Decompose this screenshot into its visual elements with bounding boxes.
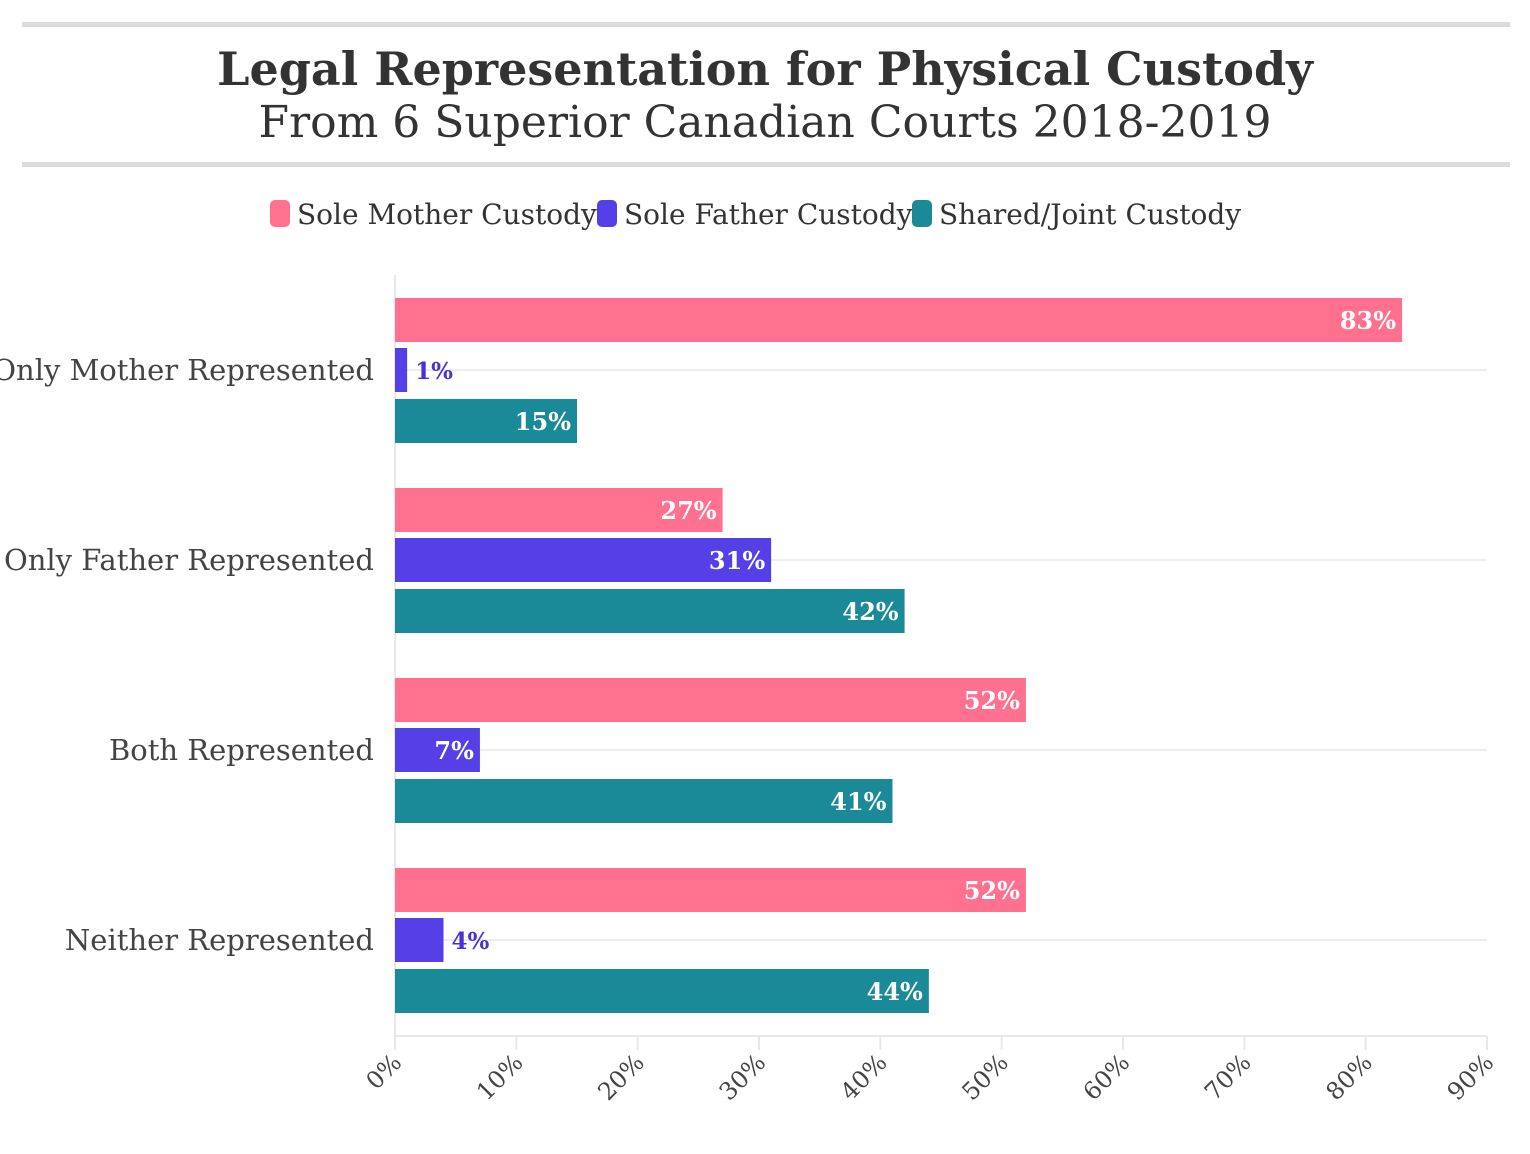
bar — [395, 348, 408, 392]
category-label: Only Father Represented — [4, 543, 374, 577]
legend-swatch — [912, 200, 932, 227]
x-tick-label: 50% — [956, 1048, 1014, 1106]
bar — [395, 728, 480, 772]
data-label: 31% — [709, 546, 765, 575]
x-tick-label: 10% — [471, 1048, 529, 1106]
data-label: 4% — [452, 928, 490, 955]
legend-label: Shared/Joint Custody — [939, 198, 1241, 231]
data-labels: 83% 1% 15% 27% 31% 42% 52% 7% 41% 52% 4% 44% — [415, 305, 1398, 1008]
data-label: 1% — [415, 358, 453, 385]
x-tick-label: 30% — [714, 1048, 772, 1106]
bar — [395, 868, 1026, 912]
data-label: 52% — [964, 686, 1020, 715]
x-tick-label: 70% — [1199, 1048, 1257, 1106]
legend-swatch — [597, 200, 617, 227]
legend: Sole Mother Custody Sole Father Custody Sh… — [270, 198, 1241, 231]
chart-subtitle: From 6 Superior Canadian Courts 2018-201… — [259, 97, 1272, 148]
bar — [395, 488, 723, 532]
bar — [395, 538, 772, 582]
data-label: 52% — [964, 876, 1020, 905]
category-label: Only Mother Represented — [0, 353, 374, 387]
data-label: 83% — [1340, 306, 1396, 335]
x-tick-label: 60% — [1078, 1048, 1136, 1106]
x-axis-ticks: 0% 10% 20% 30% 40% 50% 60% 70% 80% 90% — [361, 1036, 1500, 1106]
bottom-rule — [22, 162, 1510, 167]
legend-label: Sole Father Custody — [624, 198, 913, 231]
grid — [394, 275, 1487, 1037]
bar — [395, 918, 444, 962]
data-label: 41% — [830, 787, 886, 816]
x-tick-label: 40% — [835, 1048, 893, 1106]
data-label: 42% — [842, 597, 898, 626]
x-tick-label: 80% — [1320, 1048, 1378, 1106]
bar — [395, 399, 577, 443]
top-rule — [22, 22, 1510, 27]
bar — [395, 779, 893, 823]
legend-swatch — [270, 200, 290, 227]
bars — [395, 298, 1403, 1013]
bar — [395, 969, 929, 1013]
data-label: 15% — [515, 407, 571, 436]
category-label: Both Represented — [109, 733, 374, 767]
bar — [395, 589, 905, 633]
data-label: 27% — [660, 496, 716, 525]
chart-title: Legal Representation for Physical Custod… — [217, 42, 1314, 96]
category-label: Neither Represented — [65, 923, 374, 957]
category-labels: Only Mother Represented Only Father Repre… — [0, 353, 374, 957]
x-tick-label: 0% — [361, 1048, 408, 1095]
data-label: 44% — [867, 977, 923, 1006]
legend-label: Sole Mother Custody — [297, 198, 597, 231]
x-tick-label: 90% — [1442, 1048, 1500, 1106]
bar — [395, 298, 1403, 342]
data-label: 7% — [434, 736, 474, 765]
x-tick-label: 20% — [592, 1048, 650, 1106]
bar — [395, 678, 1026, 722]
